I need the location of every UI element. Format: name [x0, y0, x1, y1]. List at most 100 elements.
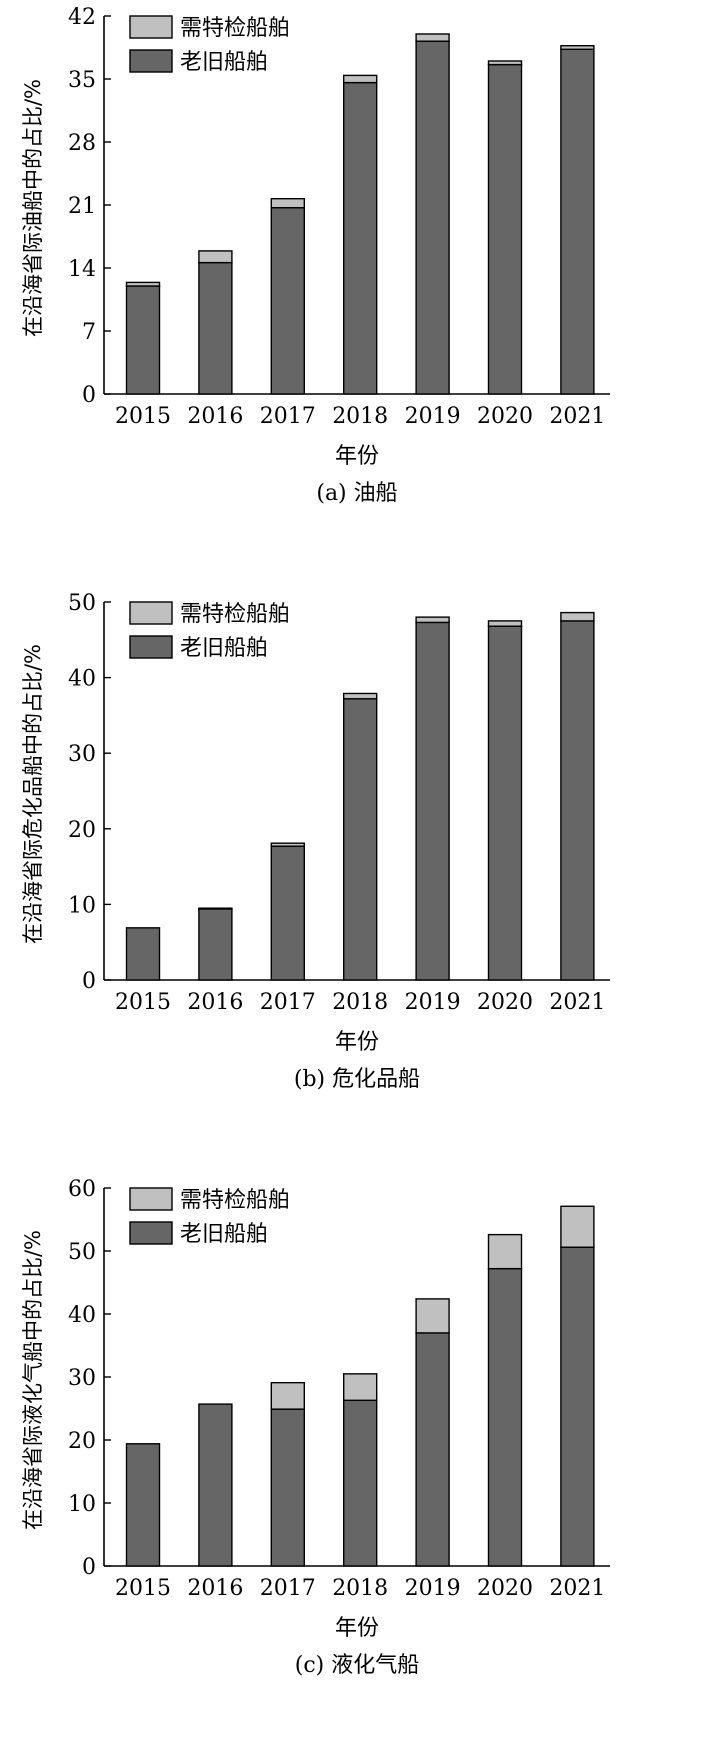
bar-special-inspection-2021	[560, 1205, 595, 1248]
y-tick-label: 60	[68, 1177, 96, 1202]
x-tick-label: 2015	[115, 1576, 171, 1601]
y-tick-label: 0	[82, 969, 96, 994]
legend-special-inspection-label: 需特检船舶	[180, 16, 290, 41]
y-tick-label: 30	[68, 1366, 96, 1391]
legend-old-ship-swatch	[129, 49, 173, 73]
x-tick-label: 2017	[260, 1576, 316, 1601]
x-tick-label: 2020	[477, 404, 533, 429]
legend-special-inspection-label: 需特检船舶	[180, 1188, 290, 1213]
x-tick-label: 2021	[549, 1576, 605, 1601]
bar-special-inspection-2016	[198, 907, 233, 910]
bar-old-ship-2017	[270, 845, 305, 981]
x-tick-label: 2019	[405, 1576, 461, 1601]
x-tick-label: 2020	[477, 990, 533, 1015]
y-tick-label: 14	[68, 257, 96, 282]
y-axis-label: 在沿海省际液化气船中的占比/%	[21, 1230, 45, 1530]
chart-lpg-carrier: 0 10 20 30 40 50 60 2015 2016 2017 2018 2019 2020 202…	[21, 1177, 610, 1678]
bar-special-inspection-2018	[343, 1373, 378, 1402]
bar-old-ship-2018	[343, 81, 378, 395]
x-tick-label: 2018	[332, 404, 388, 429]
chart-oil-tanker: 0 7 14 21 28 35 42 2015 2016 2017 2018 2019 2020 2021…	[21, 5, 610, 506]
chart-panel-chemical-tanker: 0 10 20 30 40 50 2015 2016 2017 2018 2019 2020 2021 年…	[0, 586, 709, 1172]
legend-special-inspection-swatch	[129, 15, 173, 39]
bar-old-ship-2019	[415, 40, 450, 395]
x-tick-label: 2018	[332, 1576, 388, 1601]
bar-old-ship-2016	[198, 908, 233, 981]
bar-special-inspection-2020	[487, 620, 523, 627]
legend-special-inspection-label: 需特检船舶	[180, 602, 290, 627]
x-tick-label: 2016	[187, 990, 243, 1015]
y-tick-label: 50	[68, 591, 96, 616]
y-tick-label: 20	[68, 818, 96, 843]
bar-special-inspection-2021	[560, 45, 595, 51]
bar-old-ship-2017	[270, 206, 305, 395]
chart-caption: (a) 油船	[316, 481, 397, 506]
legend-old-ship-label: 老旧船舶	[180, 50, 268, 75]
x-tick-label: 2021	[549, 990, 605, 1015]
bar-old-ship-2021	[560, 620, 595, 981]
bar-special-inspection-2017	[270, 197, 305, 209]
bar-special-inspection-2017	[270, 842, 305, 847]
bar-old-ship-2019	[415, 621, 450, 981]
x-tick-label: 2020	[477, 1576, 533, 1601]
x-tick-label: 2015	[115, 990, 171, 1015]
bar-special-inspection-2018	[343, 692, 378, 700]
chart-caption: (c) 液化气船	[295, 1653, 419, 1678]
x-tick-label: 2015	[115, 404, 171, 429]
x-tick-label: 2016	[187, 404, 243, 429]
x-axis-label: 年份	[335, 1616, 379, 1641]
bar-special-inspection-2017	[270, 1381, 305, 1410]
x-tick-label: 2017	[260, 990, 316, 1015]
y-tick-label: 50	[68, 1240, 96, 1265]
bar-old-ship-2018	[343, 698, 378, 981]
x-tick-label: 2018	[332, 990, 388, 1015]
legend-old-ship-swatch	[129, 635, 173, 659]
bar-special-inspection-2020	[487, 1233, 523, 1270]
bar-old-ship-2015	[125, 927, 161, 981]
bar-old-ship-2020	[487, 625, 523, 981]
x-tick-label: 2016	[187, 1576, 243, 1601]
bar-old-ship-2021	[560, 1246, 595, 1567]
y-tick-label: 42	[68, 5, 96, 30]
bar-old-ship-2016	[198, 1403, 233, 1567]
bar-old-ship-2020	[487, 63, 523, 395]
y-tick-label: 10	[68, 1492, 96, 1517]
bar-old-ship-2016	[198, 261, 233, 395]
bar-special-inspection-2018	[343, 74, 378, 84]
x-tick-label: 2019	[405, 990, 461, 1015]
legend-old-ship-label: 老旧船舶	[180, 636, 268, 661]
y-tick-label: 7	[82, 320, 96, 345]
bar-special-inspection-2021	[560, 611, 595, 622]
legend-special-inspection-swatch	[129, 1187, 173, 1211]
y-tick-label: 10	[68, 893, 96, 918]
bar-old-ship-2017	[270, 1408, 305, 1567]
legend-special-inspection-swatch	[129, 601, 173, 625]
y-tick-label: 40	[68, 667, 96, 692]
bar-old-ship-2020	[487, 1267, 523, 1567]
bar-old-ship-2019	[415, 1332, 450, 1567]
bar-special-inspection-2020	[487, 60, 523, 66]
chart-caption: (b) 危化品船	[294, 1067, 420, 1092]
chart-panel-oil-tanker: 0 7 14 21 28 35 42 2015 2016 2017 2018 2019 2020 2021…	[0, 0, 709, 586]
x-axis-label: 年份	[335, 444, 379, 469]
bar-old-ship-2018	[343, 1399, 378, 1567]
y-axis-label: 在沿海省际危化品船中的占比/%	[21, 644, 45, 944]
bar-old-ship-2015	[125, 1443, 161, 1567]
y-tick-label: 30	[68, 742, 96, 767]
chart-chemical-tanker: 0 10 20 30 40 50 2015 2016 2017 2018 2019 2020 2021 年…	[21, 591, 610, 1092]
bar-old-ship-2021	[560, 48, 595, 395]
y-tick-label: 0	[82, 1555, 96, 1580]
legend-old-ship-swatch	[129, 1221, 173, 1245]
x-axis-label: 年份	[335, 1030, 379, 1055]
x-tick-label: 2021	[549, 404, 605, 429]
y-tick-label: 20	[68, 1429, 96, 1454]
chart-panel-lpg-carrier: 0 10 20 30 40 50 60 2015 2016 2017 2018 2019 2020 202…	[0, 1172, 709, 1758]
y-tick-label: 0	[82, 383, 96, 408]
x-tick-label: 2017	[260, 404, 316, 429]
bar-special-inspection-2015	[125, 281, 161, 287]
legend-old-ship-label: 老旧船舶	[180, 1222, 268, 1247]
bar-special-inspection-2019	[415, 616, 450, 624]
y-tick-label: 28	[68, 131, 96, 156]
bar-old-ship-2015	[125, 285, 161, 395]
